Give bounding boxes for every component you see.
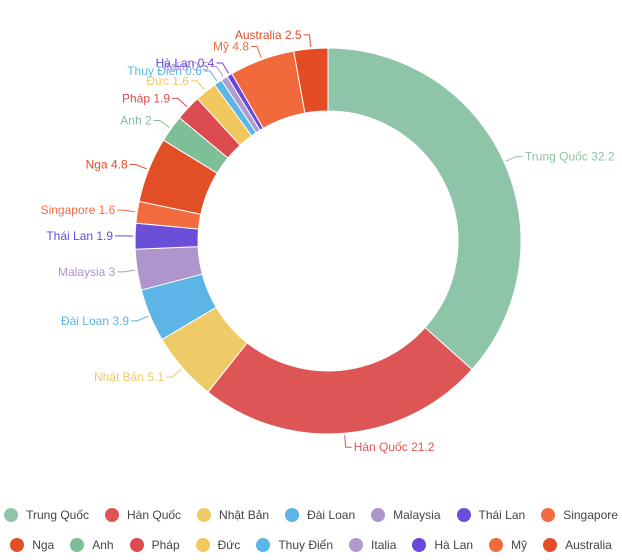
legend-item-anh[interactable]: Anh	[70, 538, 113, 552]
data-label: Thái Lan 1.9	[46, 229, 113, 243]
legend-marker	[371, 508, 385, 522]
legend-marker	[349, 538, 363, 552]
legend-item-thuy-dien[interactable]: Thuy Điển	[256, 538, 333, 552]
legend-marker	[130, 538, 144, 552]
slice-trung-quoc[interactable]	[328, 48, 521, 369]
leader-line	[191, 81, 205, 90]
legend-marker	[70, 538, 84, 552]
legend-item-trung-quoc[interactable]: Trung Quốc	[4, 508, 89, 522]
leader-line	[506, 156, 523, 161]
legend-marker	[196, 538, 210, 552]
legend-item-malaysia[interactable]: Malaysia	[371, 508, 440, 522]
data-label: Nhật Bản 5.1	[94, 370, 164, 384]
leader-line	[172, 98, 187, 106]
legend-marker	[4, 508, 18, 522]
legend-marker	[457, 508, 471, 522]
leader-line	[345, 435, 352, 447]
donut-chart: Trung Quốc 32.2 Hàn Quốc 21.2 Nhật Bản 5.1…	[0, 0, 622, 470]
legend-label: Nga	[32, 538, 54, 552]
legend-item-singapore[interactable]: Singapore	[541, 508, 618, 522]
legend-label: Singapore	[563, 508, 618, 522]
leader-line	[117, 210, 135, 212]
legend-label: Italia	[371, 538, 396, 552]
legend-row: Nga Anh Pháp Đức Thuy Điển Italia Hà Lan Mỹ Aust…	[0, 530, 622, 560]
legend-label: Hà Lan	[434, 538, 473, 552]
legend-label: Australia	[565, 538, 612, 552]
legend-label: Mỹ	[511, 538, 527, 552]
leader-line	[154, 121, 170, 128]
leader-line	[166, 369, 181, 377]
data-label: Singapore 1.6	[41, 203, 116, 217]
legend-item-han-quoc[interactable]: Hàn Quốc	[105, 508, 181, 522]
legend-item-ha-lan[interactable]: Hà Lan	[412, 538, 473, 552]
chart-legend: Trung Quốc Hàn Quốc Nhật Bản Đài Loan Malays…	[0, 500, 622, 560]
legend-label: Nhật Bản	[219, 508, 269, 522]
legend-marker	[105, 508, 119, 522]
legend-item-nga[interactable]: Nga	[10, 538, 54, 552]
leader-line	[251, 47, 261, 58]
slice-han-quoc[interactable]	[208, 328, 472, 434]
legend-item-italia[interactable]: Italia	[349, 538, 396, 552]
legend-item-dai-loan[interactable]: Đài Loan	[285, 508, 355, 522]
legend-label: Malaysia	[393, 508, 440, 522]
legend-label: Thuy Điển	[278, 538, 333, 552]
legend-item-australia[interactable]: Australia	[543, 538, 612, 552]
legend-label: Hàn Quốc	[127, 508, 181, 522]
data-label: Australia 2.5	[235, 28, 302, 42]
legend-item-duc[interactable]: Đức	[196, 538, 241, 552]
data-label: Hà Lan 0.4	[156, 56, 215, 70]
data-label: Hàn Quốc 21.2	[354, 440, 435, 454]
legend-marker	[285, 508, 299, 522]
legend-marker	[412, 538, 426, 552]
data-label: Malaysia 3	[58, 265, 116, 279]
leader-line	[304, 35, 311, 47]
legend-label: Trung Quốc	[26, 508, 89, 522]
leader-line	[130, 165, 147, 169]
legend-label: Đức	[218, 538, 241, 552]
data-label: Anh 2	[120, 114, 152, 128]
legend-item-phap[interactable]: Pháp	[130, 538, 180, 552]
legend-item-nhat-ban[interactable]: Nhật Bản	[197, 508, 269, 522]
legend-label: Thái Lan	[479, 508, 526, 522]
legend-marker	[10, 538, 24, 552]
legend-marker	[197, 508, 211, 522]
legend-label: Pháp	[152, 538, 180, 552]
legend-row: Trung Quốc Hàn Quốc Nhật Bản Đài Loan Malays…	[0, 500, 622, 530]
legend-item-thai-lan[interactable]: Thái Lan	[457, 508, 526, 522]
data-label: Đài Loan 3.9	[61, 314, 129, 328]
leader-line	[117, 270, 135, 272]
legend-marker	[541, 508, 555, 522]
legend-label: Anh	[92, 538, 113, 552]
leader-line	[131, 316, 148, 321]
legend-marker	[543, 538, 557, 552]
data-label: Nga 4.8	[86, 158, 128, 172]
legend-label: Đài Loan	[307, 508, 355, 522]
legend-marker	[256, 538, 270, 552]
data-label: Trung Quốc 32.2	[525, 149, 615, 163]
legend-marker	[489, 538, 503, 552]
data-label: Pháp 1.9	[122, 91, 170, 105]
donut-slices	[135, 48, 521, 434]
legend-item-my[interactable]: Mỹ	[489, 538, 527, 552]
